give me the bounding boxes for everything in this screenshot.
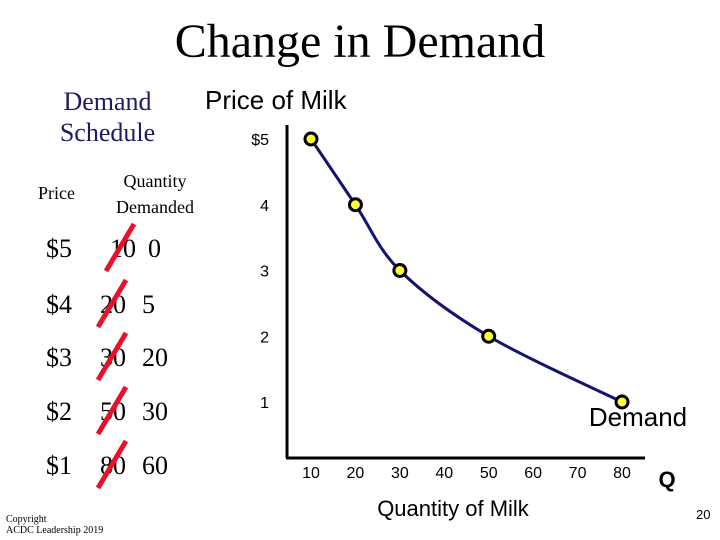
demand-point [303,131,319,147]
quantity-header-line2: Demanded [116,197,194,217]
row-2-new-quantity: 5 [142,290,155,319]
demand-point [481,328,497,344]
demand-point [347,197,363,213]
x-tick-label: 40 [435,465,453,482]
x-tick-label: 80 [613,465,631,482]
row-3-new-quantity: 20 [142,343,168,372]
y-tick-label: 3 [260,264,269,281]
demand-point [392,263,408,278]
y-tick-labels: $5 4 3 2 1 [251,132,269,412]
y-tick-label: 1 [260,395,269,412]
row-1-new-quantity: 0 [148,234,161,263]
schedule-title-line2: Schedule [59,118,156,147]
row-4-price: $2 [46,397,72,426]
demand-point [614,394,630,410]
row-3-price: $3 [46,343,72,372]
x-tick-label: 70 [569,465,587,482]
x-tick-label: 50 [480,465,498,482]
copyright-line1: Copyright [6,514,47,525]
row-4-new-quantity: 30 [142,397,168,426]
copyright-notice: Copyright ACDC Leadership 2019 [6,514,103,536]
demand-points [303,131,630,410]
row-1-price: $5 [46,234,72,263]
y-tick-label: $5 [251,132,269,149]
schedule-title-line1: Demand [63,87,152,116]
price-column-header: Price [38,183,75,203]
demand-curve-label: Demand [589,402,687,432]
x-tick-label: 30 [391,465,409,482]
demand-curve [309,138,623,404]
quantity-header-line1: Quantity [123,171,187,191]
row-2-price: $4 [46,290,72,319]
row-5-price: $1 [46,451,72,480]
x-axis-label: Quantity of Milk [377,496,530,521]
x-tick-labels: 10 20 30 40 50 60 70 80 [302,465,631,482]
chart-title: Price of Milk [205,85,347,115]
schedule-title: Demand Schedule [40,86,175,148]
quantity-column-header: Quantity Demanded [100,168,210,220]
y-tick-label: 4 [260,198,269,215]
x-tick-label: 20 [347,465,365,482]
slide-title: Change in Demand [174,15,546,68]
x-tick-label: 10 [302,465,320,482]
x-axis-letter: Q [658,467,675,492]
x-tick-label: 60 [524,465,542,482]
row-5-new-quantity: 60 [142,451,168,480]
page-number: 20 [696,507,711,522]
copyright-line2: ACDC Leadership 2019 [6,525,104,536]
y-tick-label: 2 [260,329,269,346]
